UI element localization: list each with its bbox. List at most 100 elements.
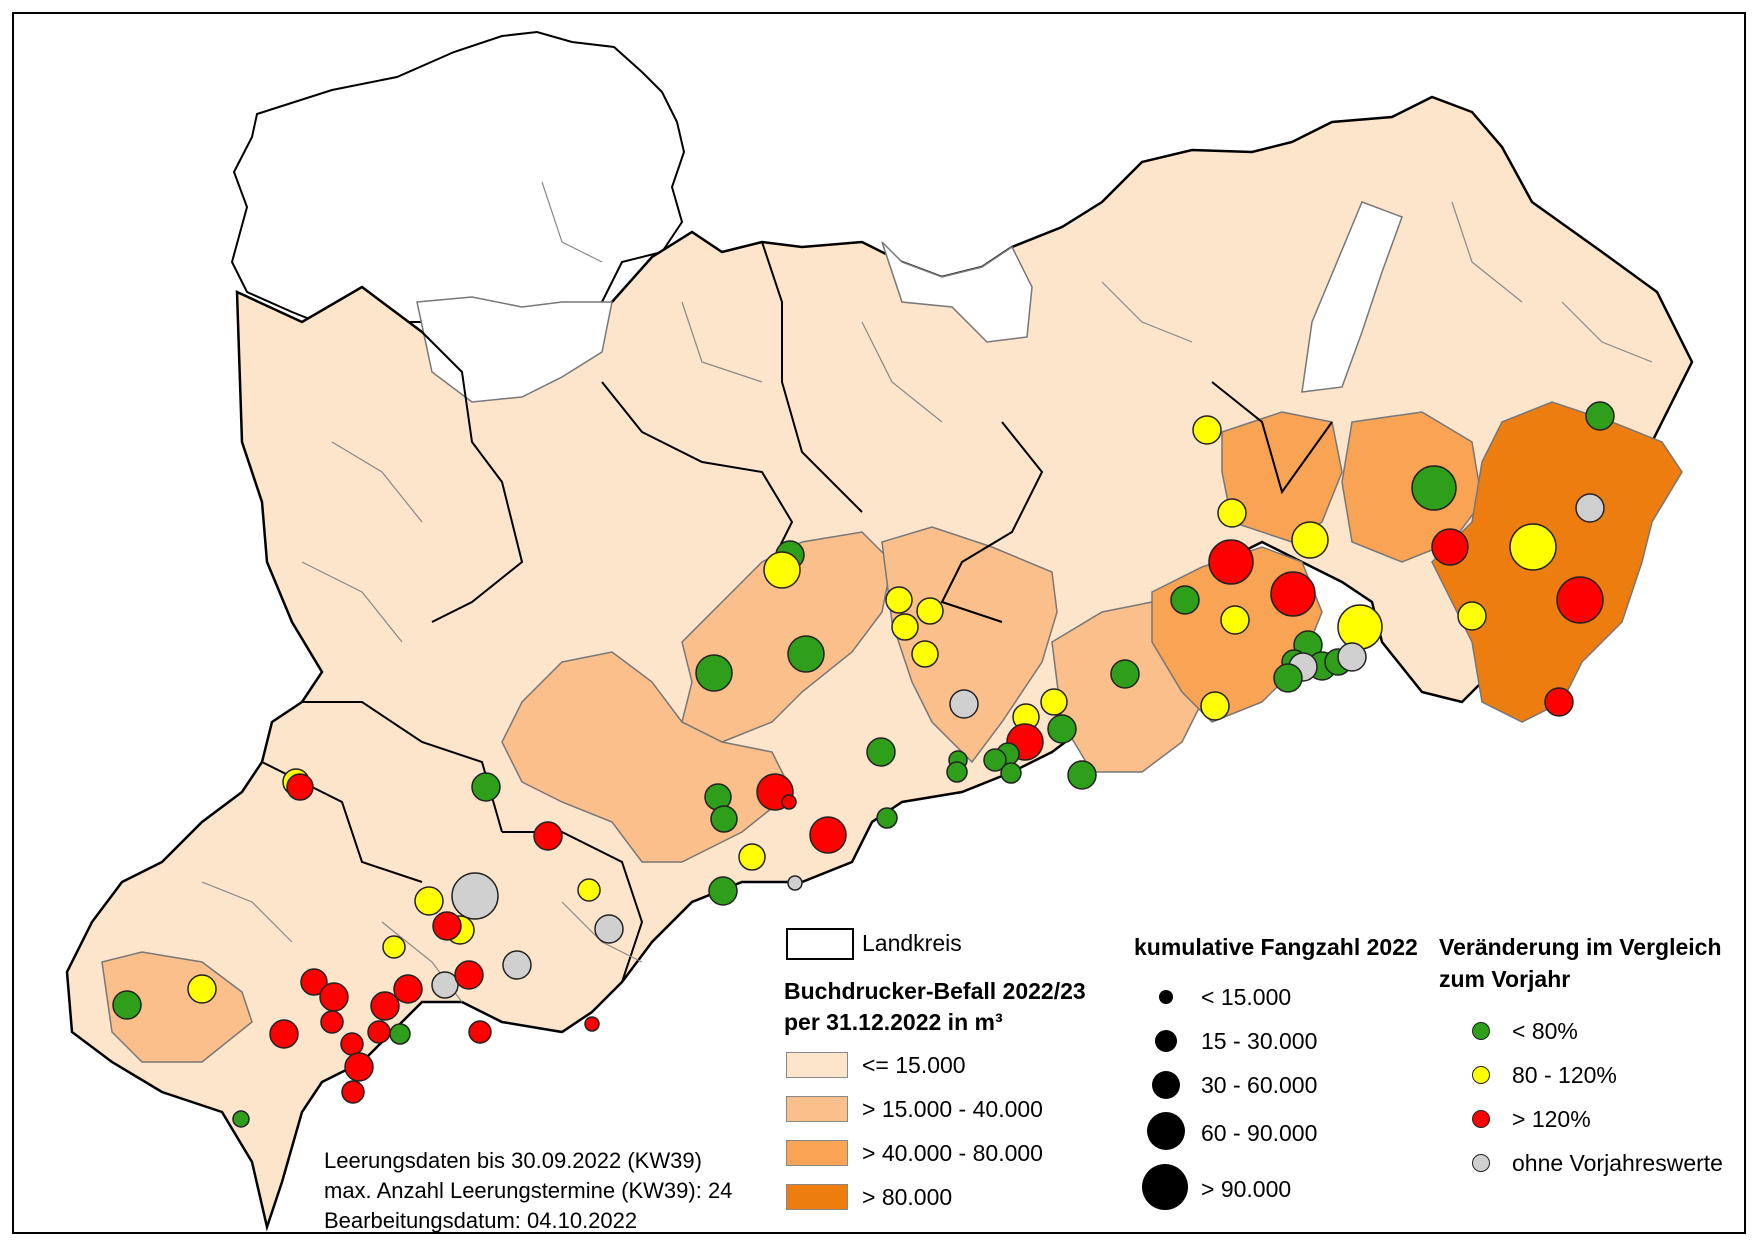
trap-site-dot — [382, 935, 406, 959]
trap-site-dot — [340, 1032, 364, 1056]
trap-site-dot — [1067, 760, 1097, 790]
legend-befall-swatch-3 — [786, 1140, 848, 1166]
trap-site-dot — [809, 816, 847, 854]
legend-fangzahl-dot-3 — [1152, 1071, 1180, 1099]
legend-befall-label-2: > 15.000 - 40.000 — [862, 1096, 1043, 1122]
trap-site-dot — [344, 1052, 374, 1082]
trap-site-dot — [1337, 642, 1367, 672]
legend-change-title-1: Veränderung im Vergleich — [1439, 934, 1722, 960]
trap-site-dot — [533, 821, 563, 851]
legend-change-dot-3 — [1472, 1110, 1490, 1128]
note-leerungsdaten: Leerungsdaten bis 30.09.2022 (KW39) — [324, 1148, 702, 1173]
note-bearbeitungsdatum: Bearbeitungsdatum: 04.10.2022 — [324, 1208, 638, 1233]
trap-site-dot — [269, 1019, 299, 1049]
legend-fangzahl-dot-2 — [1155, 1030, 1177, 1052]
legend-befall-title-1: Buchdrucker-Befall 2022/23 — [784, 978, 1086, 1004]
region-white-inner-left — [416, 296, 613, 403]
legend-change-dot-1 — [1472, 1022, 1490, 1040]
trap-site-dot — [1509, 523, 1557, 571]
legend-change-label-3: > 120% — [1512, 1106, 1591, 1132]
trap-site-dot — [1585, 401, 1615, 431]
trap-site-dot — [451, 872, 499, 920]
trap-site-dot — [414, 886, 444, 916]
trap-site-dot — [1431, 528, 1469, 566]
trap-site-dot — [710, 805, 738, 833]
trap-site-dot — [949, 689, 979, 719]
legend-landkreis-swatch — [786, 928, 854, 960]
legend-fangzahl-dot-5 — [1142, 1164, 1188, 1210]
legend-fangzahl-label-5: > 90.000 — [1201, 1176, 1292, 1202]
note-leerungstermine: max. Anzahl Leerungstermine (KW39): 24 — [324, 1178, 733, 1203]
trap-site-dot — [1270, 571, 1316, 617]
trap-site-dot — [1170, 585, 1200, 615]
trap-site-dot — [341, 1080, 365, 1104]
trap-site-dot — [1192, 415, 1222, 445]
legend-fangzahl-label-3: 30 - 60.000 — [1201, 1072, 1318, 1098]
legend-change-dot-2 — [1472, 1066, 1490, 1084]
region-class2-d — [101, 951, 253, 1063]
legend-fangzahl-label-1: < 15.000 — [1201, 984, 1292, 1010]
region-class3-a — [1221, 411, 1343, 543]
legend-change-label-4: ohne Vorjahreswerte — [1512, 1150, 1723, 1176]
trap-site-dot — [468, 1020, 492, 1044]
trap-site-dot — [454, 960, 484, 990]
legend-change-title-2: zum Vorjahr — [1439, 966, 1571, 992]
trap-site-dot — [232, 1110, 250, 1128]
trap-site-dot — [320, 1010, 344, 1034]
trap-site-dot — [1208, 539, 1254, 585]
trap-site-dot — [432, 911, 462, 941]
trap-site-dot — [1047, 714, 1077, 744]
legend-fangzahl-label-4: 60 - 90.000 — [1201, 1120, 1318, 1146]
legend-fangzahl-label-2: 15 - 30.000 — [1201, 1028, 1318, 1054]
trap-site-dot — [885, 586, 913, 614]
trap-site-dot — [577, 878, 601, 902]
trap-site-dot — [1411, 465, 1457, 511]
trap-site-dot — [763, 551, 801, 589]
legend-fangzahl-dot-1 — [1159, 990, 1173, 1004]
trap-sites — [112, 401, 1615, 1128]
trap-site-dot — [286, 773, 314, 801]
trap-site-dot — [695, 654, 733, 692]
trap-site-dot — [319, 982, 349, 1012]
legend-befall-label-3: > 40.000 - 80.000 — [862, 1140, 1043, 1166]
region-nordwest-white — [230, 30, 686, 334]
trap-site-dot — [866, 737, 896, 767]
legend-befall-label-1: <= 15.000 — [862, 1052, 966, 1078]
region-class2-b — [881, 526, 1058, 764]
municipality-boundaries — [201, 181, 1653, 1003]
trap-site-dot — [1556, 576, 1604, 624]
trap-site-dot — [300, 968, 328, 996]
legend-fangzahl-title: kumulative Fangzahl 2022 — [1134, 934, 1418, 960]
trap-site-dot — [787, 635, 825, 673]
trap-site-dot — [1273, 663, 1303, 693]
trap-site-dot — [431, 971, 459, 999]
legend-change-dot-4 — [1472, 1154, 1490, 1172]
trap-site-dot — [187, 974, 217, 1004]
legend-fangzahl-dot-4 — [1147, 1112, 1185, 1150]
trap-site-dot — [708, 876, 738, 906]
legend-befall-label-4: > 80.000 — [862, 1184, 953, 1210]
trap-site-dot — [594, 914, 624, 944]
region-white-east — [1301, 201, 1403, 393]
trap-site-dot — [876, 807, 898, 829]
trap-site-dot — [1575, 493, 1605, 523]
trap-site-dot — [787, 875, 803, 891]
trap-site-dot — [1337, 604, 1383, 650]
legend-befall-swatch-2 — [786, 1096, 848, 1122]
legend-befall-swatch-1 — [786, 1052, 848, 1078]
trap-site-dot — [367, 1020, 391, 1044]
trap-site-dot — [781, 794, 797, 810]
trap-site-dot — [983, 748, 1007, 772]
trap-site-dot — [584, 1016, 600, 1032]
saxony-map — [65, 30, 1694, 1232]
trap-site-dot — [393, 974, 423, 1004]
legend-befall-swatch-4 — [786, 1184, 848, 1210]
trap-site-dot — [1200, 691, 1230, 721]
trap-site-dot — [911, 640, 939, 668]
trap-site-dot — [112, 990, 142, 1020]
trap-site-dot — [1217, 498, 1247, 528]
trap-site-dot — [471, 772, 501, 802]
legend-change-label-2: 80 - 120% — [1512, 1062, 1617, 1088]
trap-site-dot — [916, 597, 944, 625]
trap-site-dot — [1040, 688, 1068, 716]
